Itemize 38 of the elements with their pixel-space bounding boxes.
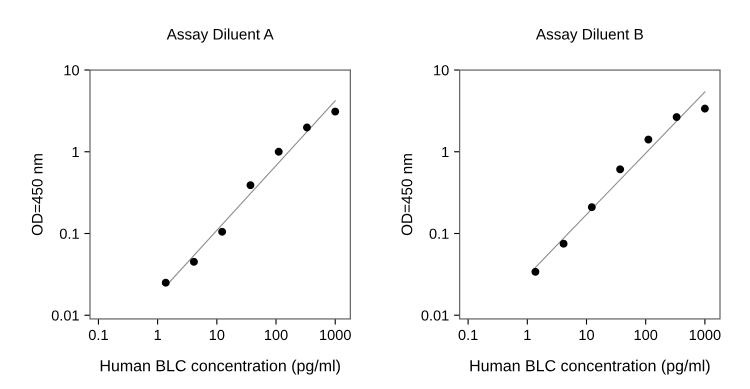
y-tick-label: 1 xyxy=(72,147,79,158)
point xyxy=(560,240,568,248)
y-tick-label: 10 xyxy=(434,65,449,76)
x-tick-label: 1000 xyxy=(320,330,351,340)
chart-title: Assay Diluent B xyxy=(536,28,643,43)
point xyxy=(331,108,340,116)
chart-title: Assay Diluent A xyxy=(166,28,274,43)
y-axis-title: OD=450 nm xyxy=(401,154,412,236)
point xyxy=(162,278,170,287)
x-tick-label: 100 xyxy=(264,330,288,340)
point xyxy=(190,258,198,266)
x-axis-title: Human BLC concentration (pg/ml) xyxy=(470,360,710,375)
y-tick-label: 0.1 xyxy=(60,228,79,239)
point xyxy=(303,124,311,132)
y-tick-label: 10 xyxy=(64,65,80,76)
point xyxy=(616,165,624,174)
y-tick-label: 0.01 xyxy=(421,310,449,321)
x-tick-label: 1000 xyxy=(690,330,721,340)
y-tick-label: 1 xyxy=(442,147,449,158)
x-axis-title: Human BLC concentration (pg/ml) xyxy=(100,360,340,375)
y-tick-label: 0.1 xyxy=(430,228,449,239)
x-tick-label: 0.1 xyxy=(88,330,108,340)
point xyxy=(700,104,709,113)
x-tick-label: 10 xyxy=(210,330,224,340)
point xyxy=(588,203,596,212)
x-tick-label: 1 xyxy=(154,330,161,340)
point xyxy=(274,148,283,156)
x-tick-label: 0.1 xyxy=(458,330,478,340)
x-tick-label: 1 xyxy=(524,330,531,340)
point xyxy=(672,113,681,121)
point xyxy=(218,228,226,236)
point xyxy=(246,181,254,190)
x-tick-label: 10 xyxy=(580,330,594,340)
point xyxy=(531,268,540,276)
point xyxy=(644,136,652,144)
x-tick-label: 100 xyxy=(634,330,658,340)
y-axis-title: OD=450 nm xyxy=(32,154,43,236)
y-tick-label: 0.01 xyxy=(52,310,79,321)
